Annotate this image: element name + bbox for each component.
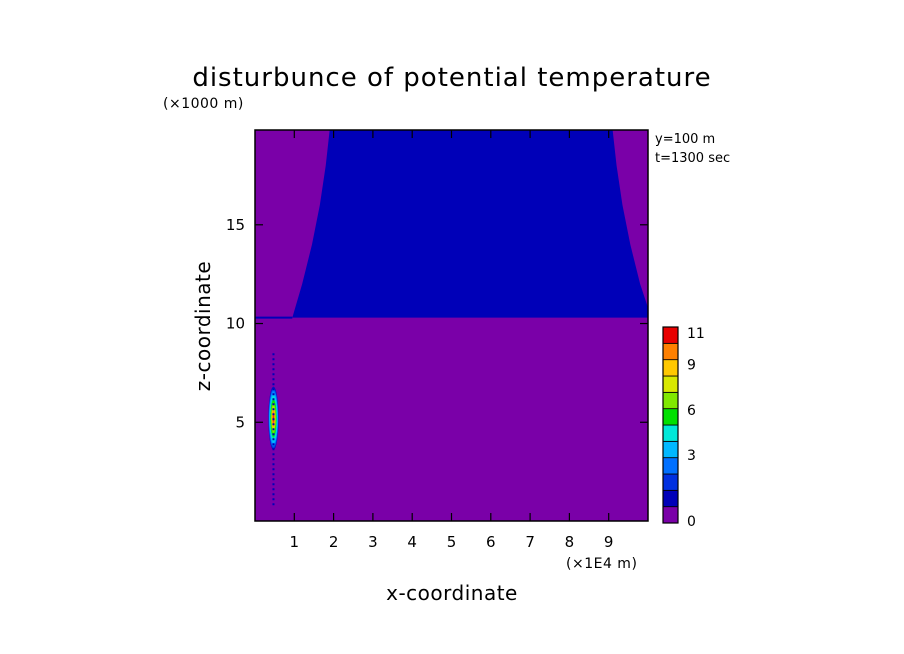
- y-tick-label: 10: [226, 315, 245, 333]
- x-tick-label: 7: [525, 533, 535, 551]
- colorbar-tick-label: 0: [687, 514, 696, 530]
- x-tick-label: 3: [368, 533, 378, 551]
- colorbar-segment: [662, 375, 679, 393]
- colorbar-segment: [662, 489, 679, 508]
- y-unit-label: (×1000 m): [163, 96, 244, 112]
- upper-layer-region: [255, 130, 648, 318]
- colorbar-segment: [662, 473, 679, 491]
- colorbar-segment: [662, 506, 679, 524]
- x-tick-label: 4: [407, 533, 417, 551]
- colorbar-segment: [662, 408, 679, 426]
- colorbar-segment: [662, 391, 679, 410]
- y-axis-label: z-coordinate: [191, 261, 215, 391]
- x-tick-label: 8: [565, 533, 575, 551]
- y-tick-label: 15: [226, 216, 245, 234]
- chart-title: disturbunce of potential temperature: [192, 63, 711, 93]
- colorbar-segment: [662, 342, 679, 361]
- colorbar-tick-label: 11: [687, 326, 705, 342]
- colorbar-segment: [662, 457, 679, 475]
- x-tick-label: 2: [329, 533, 339, 551]
- colorbar-tick-label: 6: [687, 403, 696, 419]
- colorbar-segment: [662, 440, 679, 459]
- x-axis-label: x-coordinate: [386, 581, 518, 605]
- x-tick-label: 5: [447, 533, 457, 551]
- colorbar-segment: [662, 424, 679, 442]
- x-tick-label: 9: [604, 533, 614, 551]
- annotation-t: t=1300 sec: [655, 151, 730, 166]
- x-tick-label: 6: [486, 533, 496, 551]
- x-tick-label: 1: [290, 533, 300, 551]
- colorbar-frame: [662, 326, 679, 524]
- colorbar-tick-label: 3: [687, 448, 696, 464]
- x-unit-label: (×1E4 m): [566, 556, 637, 572]
- colorbar-tick-label: 9: [687, 358, 696, 374]
- annotation-y: y=100 m: [655, 132, 715, 147]
- y-tick-label: 5: [235, 413, 245, 431]
- colorbar-segment: [662, 359, 679, 377]
- colorbar-segment: [662, 326, 679, 344]
